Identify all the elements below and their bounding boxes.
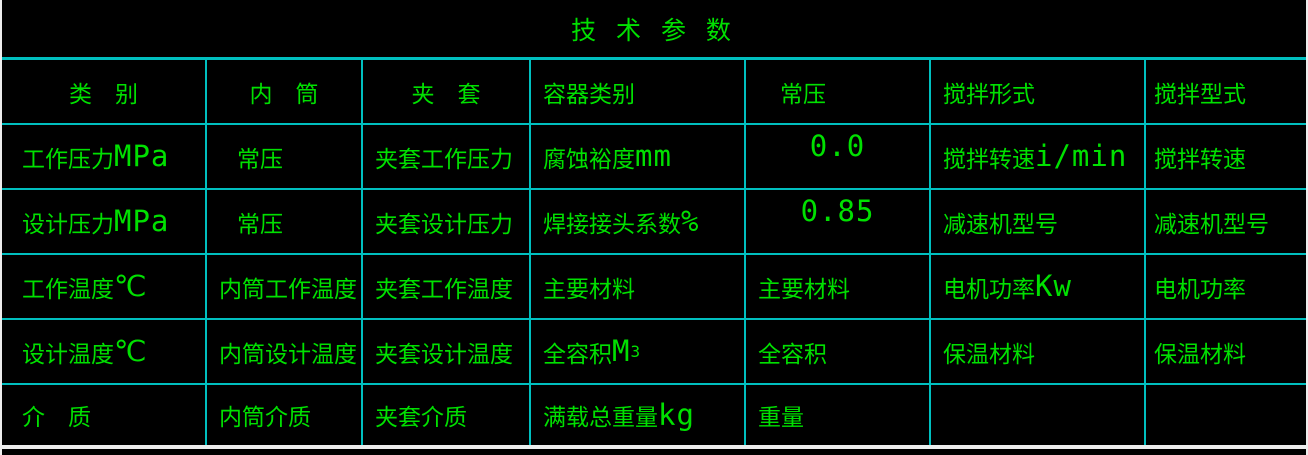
cell-text-zh: 设计温度 xyxy=(22,341,114,368)
cell-text-zh: 介 质 xyxy=(22,405,91,431)
cell-3-4: 主要材料 xyxy=(746,255,931,320)
cell-text-zh: 搅拌形式 xyxy=(943,81,1035,108)
cell-5-5 xyxy=(931,385,1146,445)
cell-text-zh: 全容积 xyxy=(758,341,827,368)
cell-3-0: 工作温度 ℃ xyxy=(2,255,207,320)
cell-text-en: MPa xyxy=(114,139,170,173)
cell-text-zh: 减速机型号 xyxy=(943,211,1058,238)
cell-4-1: 内筒设计温度 xyxy=(207,320,363,385)
cell-text-en: MPa xyxy=(114,204,170,238)
table-title: 技 术 参 数 xyxy=(571,15,737,45)
cell-3-3: 主要材料 xyxy=(531,255,746,320)
parameter-grid: 类 别 内 筒 夹 套 容器类别 常压 搅拌形式 搅拌型式 工作压力 MPa 常… xyxy=(2,60,1306,445)
cell-3-6: 电机功率 xyxy=(1146,255,1306,320)
cell-text-zh: 夹套工作温度 xyxy=(375,276,513,303)
cell-1-1: 常压 xyxy=(207,125,363,190)
cell-text-zh: 类 别 xyxy=(69,81,138,108)
cell-5-0: 介 质 xyxy=(2,385,207,445)
cell-text-zh: 主要材料 xyxy=(758,276,850,303)
cell-text-en: % xyxy=(681,204,700,238)
cell-4-6: 保温材料 xyxy=(1146,320,1306,385)
cell-text-zh: 焊接接头系数 xyxy=(543,211,681,238)
cell-value: 0.0 xyxy=(809,129,866,163)
cell-5-3: 满载总重量 kg xyxy=(531,385,746,445)
cell-4-5: 保温材料 xyxy=(931,320,1146,385)
cell-3-2: 夹套工作温度 xyxy=(363,255,531,320)
cell-text-en: mm xyxy=(635,139,672,173)
cell-text-zh: 夹套设计压力 xyxy=(375,211,513,238)
table-bottom-border xyxy=(2,445,1306,449)
cell-4-2: 夹套设计温度 xyxy=(363,320,531,385)
cell-text-en: ℃ xyxy=(114,269,148,303)
cell-3-1: 内筒工作温度 xyxy=(207,255,363,320)
cell-3-5: 电机功率 Kw xyxy=(931,255,1146,320)
cell-text-zh: 保温材料 xyxy=(943,341,1035,368)
cell-0-6: 搅拌型式 xyxy=(1146,60,1306,125)
cell-2-3: 焊接接头系数 % xyxy=(531,190,746,255)
cell-text-zh: 全容积 xyxy=(543,341,612,368)
cell-1-4: 0.0 xyxy=(746,125,931,190)
cell-text-zh: 搅拌转速 xyxy=(1154,146,1246,173)
cell-text-zh: 设计压力 xyxy=(22,211,114,238)
cell-2-1: 常压 xyxy=(207,190,363,255)
cell-text-zh: 夹 套 xyxy=(411,81,481,108)
cell-text-zh: 常压 xyxy=(237,211,283,238)
cell-text-zh: 内 筒 xyxy=(249,81,319,108)
cell-0-4: 常压 xyxy=(746,60,931,125)
cell-text-zh: 搅拌转速 xyxy=(943,146,1035,173)
cell-text-zh: 常压 xyxy=(780,81,826,108)
cell-value: 0.85 xyxy=(800,194,875,228)
cell-text-en: ℃ xyxy=(114,334,148,368)
cell-text-zh: 主要材料 xyxy=(543,276,635,303)
cell-text-zh: 重量 xyxy=(758,405,804,431)
cell-text-en: Kw xyxy=(1035,269,1072,303)
cell-0-0: 类 别 xyxy=(2,60,207,125)
cell-text-zh: 内筒工作温度 xyxy=(219,276,357,303)
cell-0-2: 夹 套 xyxy=(363,60,531,125)
cell-5-4: 重量 xyxy=(746,385,931,445)
cell-1-6: 搅拌转速 xyxy=(1146,125,1306,190)
cell-2-6: 减速机型号 xyxy=(1146,190,1306,255)
cell-text-zh: 电机功率 xyxy=(943,276,1035,303)
cell-text-zh: 电机功率 xyxy=(1154,276,1246,303)
cell-2-4: 0.85 xyxy=(746,190,931,255)
cell-text-zh: 内筒介质 xyxy=(219,405,311,431)
cell-2-0: 设计压力 MPa xyxy=(2,190,207,255)
cell-text-zh: 工作压力 xyxy=(22,146,114,173)
cell-text-zh: 容器类别 xyxy=(543,81,635,108)
cell-text-zh: 腐蚀裕度 xyxy=(543,146,635,173)
cell-4-4: 全容积 xyxy=(746,320,931,385)
cell-text-en: kg xyxy=(658,397,695,432)
cell-text-zh: 保温材料 xyxy=(1154,341,1246,368)
cell-5-2: 夹套介质 xyxy=(363,385,531,445)
cell-text-en: M xyxy=(612,334,631,368)
cell-1-0: 工作压力 MPa xyxy=(2,125,207,190)
cell-0-1: 内 筒 xyxy=(207,60,363,125)
cell-text-zh: 夹套设计温度 xyxy=(375,341,513,368)
table-title-row: 技 术 参 数 xyxy=(2,0,1306,60)
cell-text-en: i/min xyxy=(1035,139,1128,173)
cell-2-2: 夹套设计压力 xyxy=(363,190,531,255)
cell-text-zh: 夹套介质 xyxy=(375,405,467,431)
cell-1-5: 搅拌转速 i/min xyxy=(931,125,1146,190)
cell-0-3: 容器类别 xyxy=(531,60,746,125)
cell-text-zh: 工作温度 xyxy=(22,276,114,303)
cell-text-zh: 减速机型号 xyxy=(1154,211,1269,238)
cell-0-5: 搅拌形式 xyxy=(931,60,1146,125)
cell-text-zh: 夹套工作压力 xyxy=(375,146,513,173)
cell-4-0: 设计温度 ℃ xyxy=(2,320,207,385)
cell-1-2: 夹套工作压力 xyxy=(363,125,531,190)
cell-text-zh: 满载总重量 xyxy=(543,405,658,431)
cell-5-1: 内筒介质 xyxy=(207,385,363,445)
cell-2-5: 减速机型号 xyxy=(931,190,1146,255)
cell-text-zh: 内筒设计温度 xyxy=(219,341,357,368)
cell-superscript: 3 xyxy=(630,341,641,361)
cell-text-zh: 搅拌型式 xyxy=(1154,81,1246,108)
cell-text-zh: 常压 xyxy=(237,146,283,173)
cell-5-6 xyxy=(1146,385,1306,445)
cell-1-3: 腐蚀裕度 mm xyxy=(531,125,746,190)
